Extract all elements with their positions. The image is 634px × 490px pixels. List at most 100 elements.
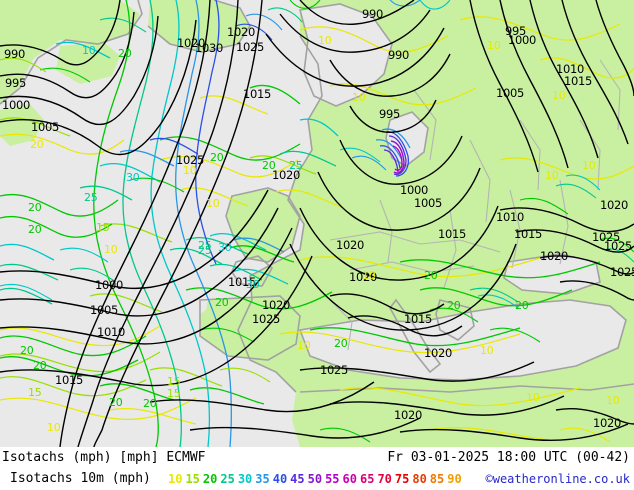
- chart-subtitle: Isotachs 10m (mph): [10, 471, 151, 486]
- footer-row-legend: Isotachs 10m (mph) 10 15 20 25 30 35 40 45 50 55 6…: [0, 468, 634, 489]
- isotach-label: 10: [318, 34, 332, 47]
- isotach-label: 20: [28, 223, 42, 236]
- isobar-label: 1020: [349, 270, 378, 284]
- isotach-label: 25: [289, 159, 303, 172]
- isotach-label: 15: [28, 386, 42, 399]
- legend-value-10[interactable]: 10: [168, 472, 183, 486]
- legend-value-15[interactable]: 15: [185, 472, 200, 486]
- isotach-25-contours: [0, 0, 337, 447]
- isobar-label: 1020: [336, 238, 365, 252]
- footer-row-title: Isotachs (mph) [mph] ECMWF Fr 03-01-2025…: [0, 447, 634, 468]
- isobar-label: 1015: [228, 275, 257, 289]
- isobar-label: 1020: [262, 298, 291, 312]
- isotach-label: 10: [47, 421, 61, 434]
- isotach-label: 10: [545, 169, 559, 182]
- isobar-label: 1005: [31, 120, 60, 134]
- isobar-label: 1020: [227, 25, 256, 39]
- isotach-label: 20: [33, 359, 47, 372]
- isotach-detail-layer: [0, 0, 634, 443]
- isobar-label: 1030: [195, 41, 224, 55]
- copyright-credit: ©weatheronline.co.uk: [485, 472, 631, 486]
- isobar-label: 990: [388, 48, 410, 62]
- isotach-label: 10: [362, 269, 376, 282]
- isobar-label: 1005: [414, 196, 443, 210]
- isotach-label: 10: [582, 159, 596, 172]
- isotach-label: 30: [126, 171, 140, 184]
- isotach-55-contours: [392, 145, 403, 171]
- isobar-label: 1010: [97, 325, 126, 339]
- isotach-label: 10: [206, 197, 220, 210]
- legend-value-55[interactable]: 55: [325, 472, 340, 486]
- isotach-50-contours: [390, 140, 405, 174]
- isotach-label: 20: [118, 47, 132, 60]
- legend-value-60[interactable]: 60: [342, 472, 357, 486]
- isotach-label: 15: [167, 375, 181, 388]
- isotach-label: 10: [297, 339, 311, 352]
- legend-value-65[interactable]: 65: [359, 472, 375, 486]
- isobar-label: 1010: [496, 210, 525, 224]
- legend-value-90[interactable]: 90: [447, 472, 462, 486]
- isobar-label: 1000: [400, 183, 429, 197]
- legend-value-85[interactable]: 85: [429, 472, 445, 486]
- isotach-40-contours: [149, 0, 410, 265]
- isotach-30-contours: [0, 0, 339, 447]
- isobar-label: 1015: [404, 312, 433, 326]
- isotach-label: 20: [28, 201, 42, 214]
- isotach-label: 20: [109, 396, 123, 409]
- isobar-label: 995: [5, 76, 27, 90]
- isobar-label: 1020: [600, 198, 629, 212]
- legend-value-25[interactable]: 25: [220, 472, 235, 486]
- isotach-label: 10: [552, 89, 566, 102]
- isobar-label: 1000: [95, 278, 124, 292]
- isobar-label: 1025: [610, 265, 634, 279]
- isotach-label: 30: [218, 241, 232, 254]
- isotach-label: 10: [480, 344, 494, 357]
- isotach-10-contours: [0, 16, 634, 441]
- isobar-label: 1020: [424, 346, 453, 360]
- isobar-label: 1015: [438, 227, 467, 241]
- isobar-label: 1015: [514, 227, 543, 241]
- legend-value-70[interactable]: 70: [377, 472, 392, 486]
- isotach-label: 10: [487, 39, 501, 52]
- isotach-label: 10: [183, 164, 197, 177]
- isotach-label: 25: [198, 244, 212, 257]
- isotach-label: 20: [210, 151, 224, 164]
- isotach-label: 10: [606, 394, 620, 407]
- isotach-label: 20: [215, 296, 229, 309]
- isotach-label: 20: [447, 299, 461, 312]
- isobar-label: 1000: [508, 33, 537, 47]
- isobar-label: 1025: [320, 363, 349, 377]
- isotach-legend-scale[interactable]: 10 15 20 25 30 35 40 45 50 55 60 65 70 75 80 85 90: [168, 472, 465, 486]
- isobar-layer: [0, 0, 634, 447]
- isobar-label: 1020: [272, 168, 301, 182]
- map-canvas: [0, 0, 634, 447]
- ecmwf-isotach-map[interactable]: 990 995 1000 1005 1000 1005 1010 1015 1025 1020 10…: [0, 0, 634, 447]
- legend-value-75[interactable]: 75: [394, 472, 410, 486]
- legend-value-50[interactable]: 50: [307, 472, 323, 486]
- legend-value-30[interactable]: 30: [237, 472, 253, 486]
- isobar-label: 1025: [592, 230, 621, 244]
- isotach-label: 15: [167, 387, 181, 400]
- chart-footer: Isotachs (mph) [mph] ECMWF Fr 03-01-2025…: [0, 447, 634, 490]
- legend-value-80[interactable]: 80: [412, 472, 427, 486]
- isobar-label: 1015: [55, 373, 84, 387]
- legend-value-45[interactable]: 45: [290, 472, 305, 486]
- isotach-label: 20: [30, 138, 44, 151]
- isotach-label: 20: [143, 397, 157, 410]
- isotach-label: 20: [515, 299, 529, 312]
- legend-value-20[interactable]: 20: [202, 472, 218, 486]
- isobar-label: 1015: [564, 74, 593, 88]
- isotach-label: 15: [96, 221, 110, 234]
- legend-value-35[interactable]: 35: [255, 472, 270, 486]
- isotach-label: 20: [262, 159, 276, 172]
- isotach-label: 25: [198, 239, 212, 252]
- isobar-label: 1020: [593, 416, 622, 430]
- isotach-15-contours: [0, 117, 317, 397]
- isotach-label: 20: [424, 269, 438, 282]
- legend-value-40[interactable]: 40: [272, 472, 288, 486]
- isobar-label: 1005: [90, 303, 119, 317]
- isotach-label: 10: [104, 243, 118, 256]
- isotach-45-contours: [383, 135, 407, 176]
- isotach-label: 20: [334, 337, 348, 350]
